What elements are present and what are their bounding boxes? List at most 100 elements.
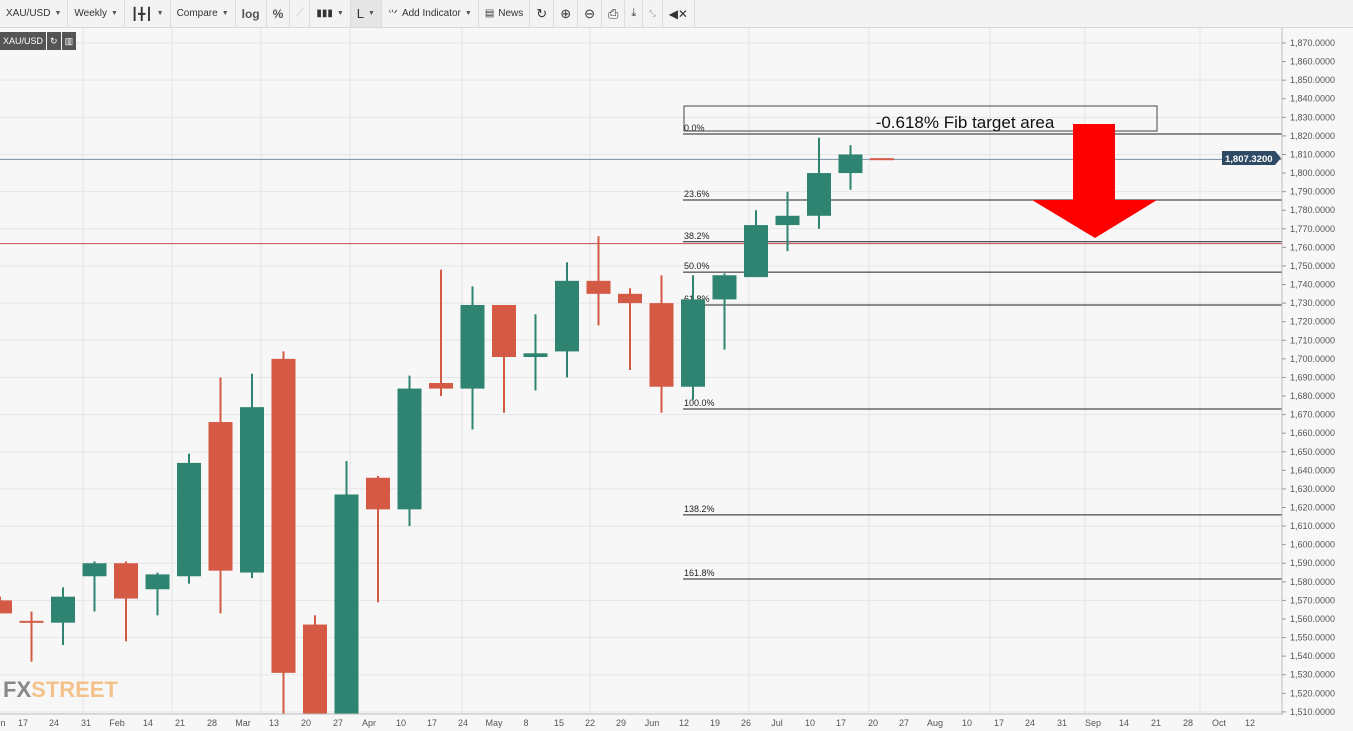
y-tick-label: 1,810.0000 xyxy=(1290,149,1335,159)
mute-button[interactable]: ◀✕ xyxy=(663,0,695,27)
x-tick-label: 14 xyxy=(143,718,153,728)
expand-icon: ⤡ xyxy=(649,8,656,18)
fib-level-label: 0.0% xyxy=(684,123,705,133)
print-button[interactable]: ⎙ xyxy=(602,0,626,27)
fib-target-box[interactable]: -0.618% Fib target area xyxy=(683,105,1158,132)
zoom-in-button[interactable]: ⊕ xyxy=(554,0,579,27)
symbol-select[interactable]: XAU/USD ▼ xyxy=(0,0,69,27)
candle-body xyxy=(145,574,170,590)
compare-label: Compare xyxy=(176,8,218,19)
y-tick-label: 1,860.0000 xyxy=(1290,57,1335,67)
fib-level-label: 100.0% xyxy=(684,398,715,408)
x-tick-label: 31 xyxy=(81,718,91,728)
x-tick-label: 19 xyxy=(710,718,720,728)
x-tick-label: 31 xyxy=(1057,718,1067,728)
chevron-down-icon: ▼ xyxy=(368,10,375,17)
candle-body xyxy=(744,225,768,278)
x-tick-label: 17 xyxy=(18,718,28,728)
add-indicator-button[interactable]: ⺍ Add Indicator ▼ xyxy=(382,0,479,27)
x-tick-label: Aug xyxy=(927,718,943,728)
compare-select[interactable]: Compare ▼ xyxy=(171,0,236,27)
candle-body xyxy=(82,563,107,577)
candle-body xyxy=(870,158,894,161)
y-tick-label: 1,580.0000 xyxy=(1290,577,1335,587)
candle-body xyxy=(177,462,201,577)
x-tick-label: 15 xyxy=(554,718,564,728)
refresh-button[interactable]: ↻ xyxy=(530,0,555,27)
y-tick-label: 1,510.0000 xyxy=(1290,707,1335,717)
line-tool-select[interactable]: L ▼ xyxy=(350,0,382,27)
settings-chart-icon[interactable]: ▥ xyxy=(61,32,77,50)
y-tick-label: 1,520.0000 xyxy=(1290,688,1335,698)
current-price-label: 1,807.3200 xyxy=(1225,154,1273,165)
x-tick-label: 29 xyxy=(616,718,626,728)
y-tick-label: 1,690.0000 xyxy=(1290,372,1335,382)
x-tick-label: 20 xyxy=(301,718,311,728)
x-tick-label: Apr xyxy=(362,718,376,728)
download-png-button[interactable]: ⤓ xyxy=(625,0,644,27)
candle-body xyxy=(303,624,327,714)
candles xyxy=(0,137,894,714)
y-tick-label: 1,780.0000 xyxy=(1290,205,1335,215)
log-scale-button[interactable]: log xyxy=(236,0,267,27)
volume-select[interactable]: ▮▮▮ ▼ xyxy=(310,0,351,27)
interval-select[interactable]: Weekly ▼ xyxy=(68,0,125,27)
x-tick-label: 22 xyxy=(585,718,595,728)
y-tick-label: 1,730.0000 xyxy=(1290,298,1335,308)
indicator-icon: ⺍ xyxy=(387,10,398,21)
reload-icon[interactable]: ↻ xyxy=(47,32,61,50)
x-tick-label: 27 xyxy=(899,718,909,728)
y-tick-label: 1,670.0000 xyxy=(1290,410,1335,420)
x-tick-label: Sep xyxy=(1085,718,1101,728)
x-tick-label: 14 xyxy=(1119,718,1129,728)
x-tick-label: Feb xyxy=(109,718,125,728)
candle-body xyxy=(618,293,642,304)
chevron-down-icon: ▼ xyxy=(221,10,229,17)
printer-icon: ⎙ xyxy=(608,5,619,21)
y-tick-label: 1,650.0000 xyxy=(1290,447,1335,457)
candle-body xyxy=(334,494,359,714)
down-arrow-icon[interactable] xyxy=(1032,124,1157,238)
y-tick-label: 1,840.0000 xyxy=(1290,94,1335,104)
fib-level-label: 38.2% xyxy=(684,231,710,241)
chart-type-select[interactable]: ┃╋┃ ▼ xyxy=(125,0,171,27)
x-tick-label: 10 xyxy=(396,718,406,728)
refresh-icon: ↻ xyxy=(536,5,548,21)
candle-body xyxy=(492,304,516,358)
fib-level-label: 50.0% xyxy=(684,261,710,271)
toolbar: XAU/USD ▼ Weekly ▼ ┃╋┃ ▼ Compare ▼ log % ⟋ ▮… xyxy=(0,0,1353,28)
candle-body xyxy=(114,563,138,599)
fullscreen-button[interactable]: ⤡ xyxy=(643,0,663,27)
mute-icon: ◀✕ xyxy=(668,6,688,21)
download-icon: ⤓ xyxy=(631,7,637,19)
chevron-down-icon: ▼ xyxy=(111,10,118,17)
x-tick-label: 12 xyxy=(679,718,689,728)
x-tick-label: 10 xyxy=(805,718,815,728)
fibonacci-retracement[interactable]: 0.0% 23.6% 38.2% 50.0% 61.8% 100.0% 138.2% 161.… xyxy=(683,123,1282,580)
y-tick-label: 1,550.0000 xyxy=(1290,633,1335,643)
candle-body xyxy=(51,596,75,623)
y-tick-label: 1,790.0000 xyxy=(1290,187,1335,197)
chevron-down-icon: ▼ xyxy=(156,10,164,17)
x-tick-label: 17 xyxy=(427,718,437,728)
y-tick-label: 1,570.0000 xyxy=(1290,595,1335,605)
y-tick-label: 1,620.0000 xyxy=(1290,503,1335,513)
chevron-down-icon: ▼ xyxy=(464,10,472,17)
y-tick-label: 1,530.0000 xyxy=(1290,670,1335,680)
zoom-out-button[interactable]: ⊖ xyxy=(578,0,602,27)
news-button[interactable]: ▤ News xyxy=(479,0,531,27)
x-tick-label: 8 xyxy=(523,718,528,728)
candle-body xyxy=(838,154,863,174)
candle-body xyxy=(775,215,800,226)
news-label: News xyxy=(498,8,524,19)
x-tick-label: Jul xyxy=(771,718,783,728)
drawing-tool-icon[interactable]: ⟋ xyxy=(290,0,311,27)
y-tick-label: 1,710.0000 xyxy=(1290,335,1335,345)
x-tick-label: n xyxy=(0,718,5,728)
y-axis: 1,510.0000 1,520.0000 1,530.0000 1,540.0000… xyxy=(1281,28,1335,717)
x-tick-label: Oct xyxy=(1212,718,1227,728)
percent-scale-button[interactable]: % xyxy=(267,0,291,27)
candle-body xyxy=(649,303,674,387)
y-tick-label: 1,760.0000 xyxy=(1290,242,1335,252)
